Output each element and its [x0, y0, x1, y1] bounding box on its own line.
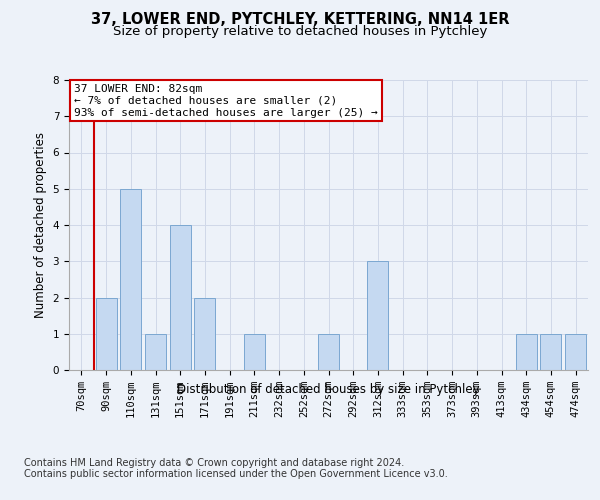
Bar: [120, 188, 141, 370]
Text: 37, LOWER END, PYTCHLEY, KETTERING, NN14 1ER: 37, LOWER END, PYTCHLEY, KETTERING, NN14…: [91, 12, 509, 28]
Bar: [318, 334, 339, 370]
Text: Contains HM Land Registry data © Crown copyright and database right 2024.
Contai: Contains HM Land Registry data © Crown c…: [24, 458, 448, 479]
Text: 37 LOWER END: 82sqm
← 7% of detached houses are smaller (2)
93% of semi-detached: 37 LOWER END: 82sqm ← 7% of detached hou…: [74, 84, 378, 117]
Bar: [145, 334, 166, 370]
Bar: [516, 334, 537, 370]
Bar: [367, 261, 388, 370]
Bar: [170, 225, 191, 370]
Bar: [194, 298, 215, 370]
Bar: [95, 298, 116, 370]
Bar: [244, 334, 265, 370]
Text: Distribution of detached houses by size in Pytchley: Distribution of detached houses by size …: [178, 382, 480, 396]
Bar: [541, 334, 562, 370]
Text: Size of property relative to detached houses in Pytchley: Size of property relative to detached ho…: [113, 25, 487, 38]
Y-axis label: Number of detached properties: Number of detached properties: [34, 132, 47, 318]
Bar: [565, 334, 586, 370]
